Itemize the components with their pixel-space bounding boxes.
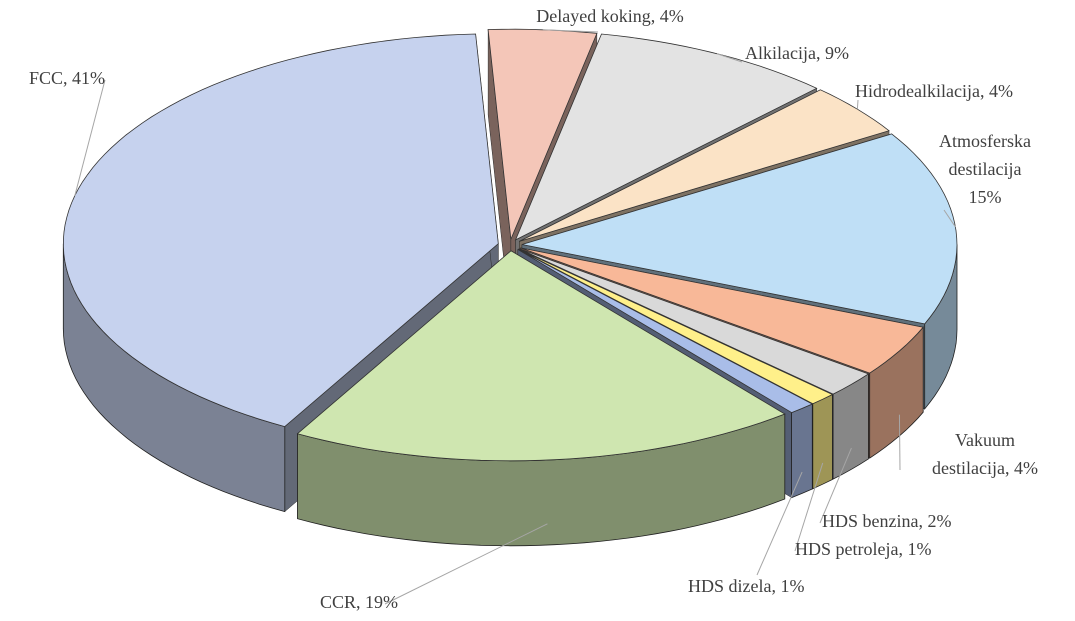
data-label: FCC, 41% — [29, 68, 105, 88]
data-label: Delayed koking, 4% — [536, 6, 683, 26]
slice — [517, 249, 814, 414]
slice — [518, 248, 870, 395]
leader-line — [856, 99, 859, 110]
leader-line — [819, 447, 852, 524]
leader-line — [542, 29, 599, 33]
data-label: Vakuum — [955, 430, 1015, 450]
data-label: CCR, 19% — [320, 592, 398, 612]
slice — [487, 28, 598, 240]
data-label: HDS benzina, 2% — [822, 511, 951, 531]
data-label: HDS petroleja, 1% — [795, 539, 931, 559]
data-label: Alkilacija, 9% — [745, 43, 849, 63]
data-label: destilacija — [949, 159, 1022, 179]
slice-wall — [812, 393, 833, 490]
data-label: Hidrodealkilacija, 4% — [855, 81, 1013, 101]
leader-line — [384, 523, 548, 605]
slice — [518, 248, 834, 405]
leader-line — [74, 79, 106, 196]
leader-line — [898, 414, 901, 471]
slice — [520, 247, 924, 374]
slice-wall — [791, 403, 813, 499]
slice — [296, 250, 786, 462]
slice — [519, 89, 890, 242]
leader-line — [716, 53, 743, 63]
leader-line — [943, 209, 956, 228]
data-label: destilacija, 4% — [932, 458, 1038, 478]
data-label: HDS dizela, 1% — [688, 576, 804, 596]
data-label: 15% — [969, 187, 1002, 207]
leader-line — [756, 471, 803, 576]
leader-line — [794, 462, 824, 552]
data-label: Atmosferska — [939, 131, 1031, 151]
